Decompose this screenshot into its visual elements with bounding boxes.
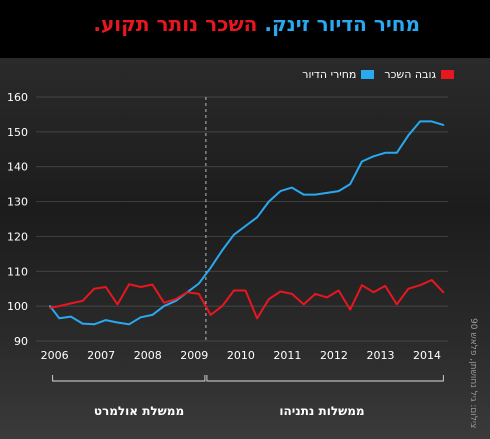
y-tick-label: 120 (7, 230, 28, 243)
era-label-netanyahu: ממשלות נתניהו (279, 404, 365, 418)
legend-swatch-housing (361, 70, 375, 79)
legend-item-housing: מחירי הדיור (302, 68, 375, 81)
x-tick-label: 2010 (227, 349, 255, 362)
chart-legend: מחירי הדיור גובה השכר (302, 68, 454, 81)
y-tick-label: 130 (7, 196, 28, 209)
y-tick-label: 140 (7, 161, 28, 174)
y-tick-label: 150 (7, 126, 28, 139)
x-tick-label: 2006 (41, 349, 69, 362)
era-bracket (52, 375, 206, 382)
x-tick-label: 2008 (134, 349, 162, 362)
headline: מחיר הדיור זינק. השכר נותר תקוע. (93, 12, 420, 36)
legend-label-wage: גובה השכר (384, 68, 436, 81)
legend-swatch-wage (441, 70, 454, 79)
x-tick-label: 2013 (366, 349, 394, 362)
headline-part-wage: השכר נותר תקוע. (93, 12, 258, 36)
series-line-housing (49, 120, 445, 326)
legend-label-housing: מחירי הדיור (302, 68, 357, 81)
chart-background (0, 58, 490, 439)
era-label-olmert: ממשלת אולמרט (93, 404, 185, 418)
y-tick-label: 90 (14, 335, 28, 348)
y-tick-label: 110 (7, 265, 28, 278)
x-tick-label: 2014 (413, 349, 441, 362)
x-tick-label: 2011 (273, 349, 301, 362)
era-bracket (206, 375, 444, 382)
x-tick-label: 2009 (180, 349, 208, 362)
legend-item-wage: גובה השכר (384, 68, 454, 81)
x-tick-label: 2007 (87, 349, 115, 362)
header-bar: מחיר הדיור זינק. השכר נותר תקוע. (0, 0, 490, 58)
y-tick-label: 160 (7, 91, 28, 104)
photo-credit: צילום: גיל נחושתן, פלאש 90 (468, 318, 478, 429)
x-tick-label: 2012 (320, 349, 348, 362)
headline-part-housing: מחיר הדיור זינק. (264, 12, 420, 36)
series-line-wage (49, 279, 445, 320)
y-tick-label: 100 (7, 300, 28, 313)
